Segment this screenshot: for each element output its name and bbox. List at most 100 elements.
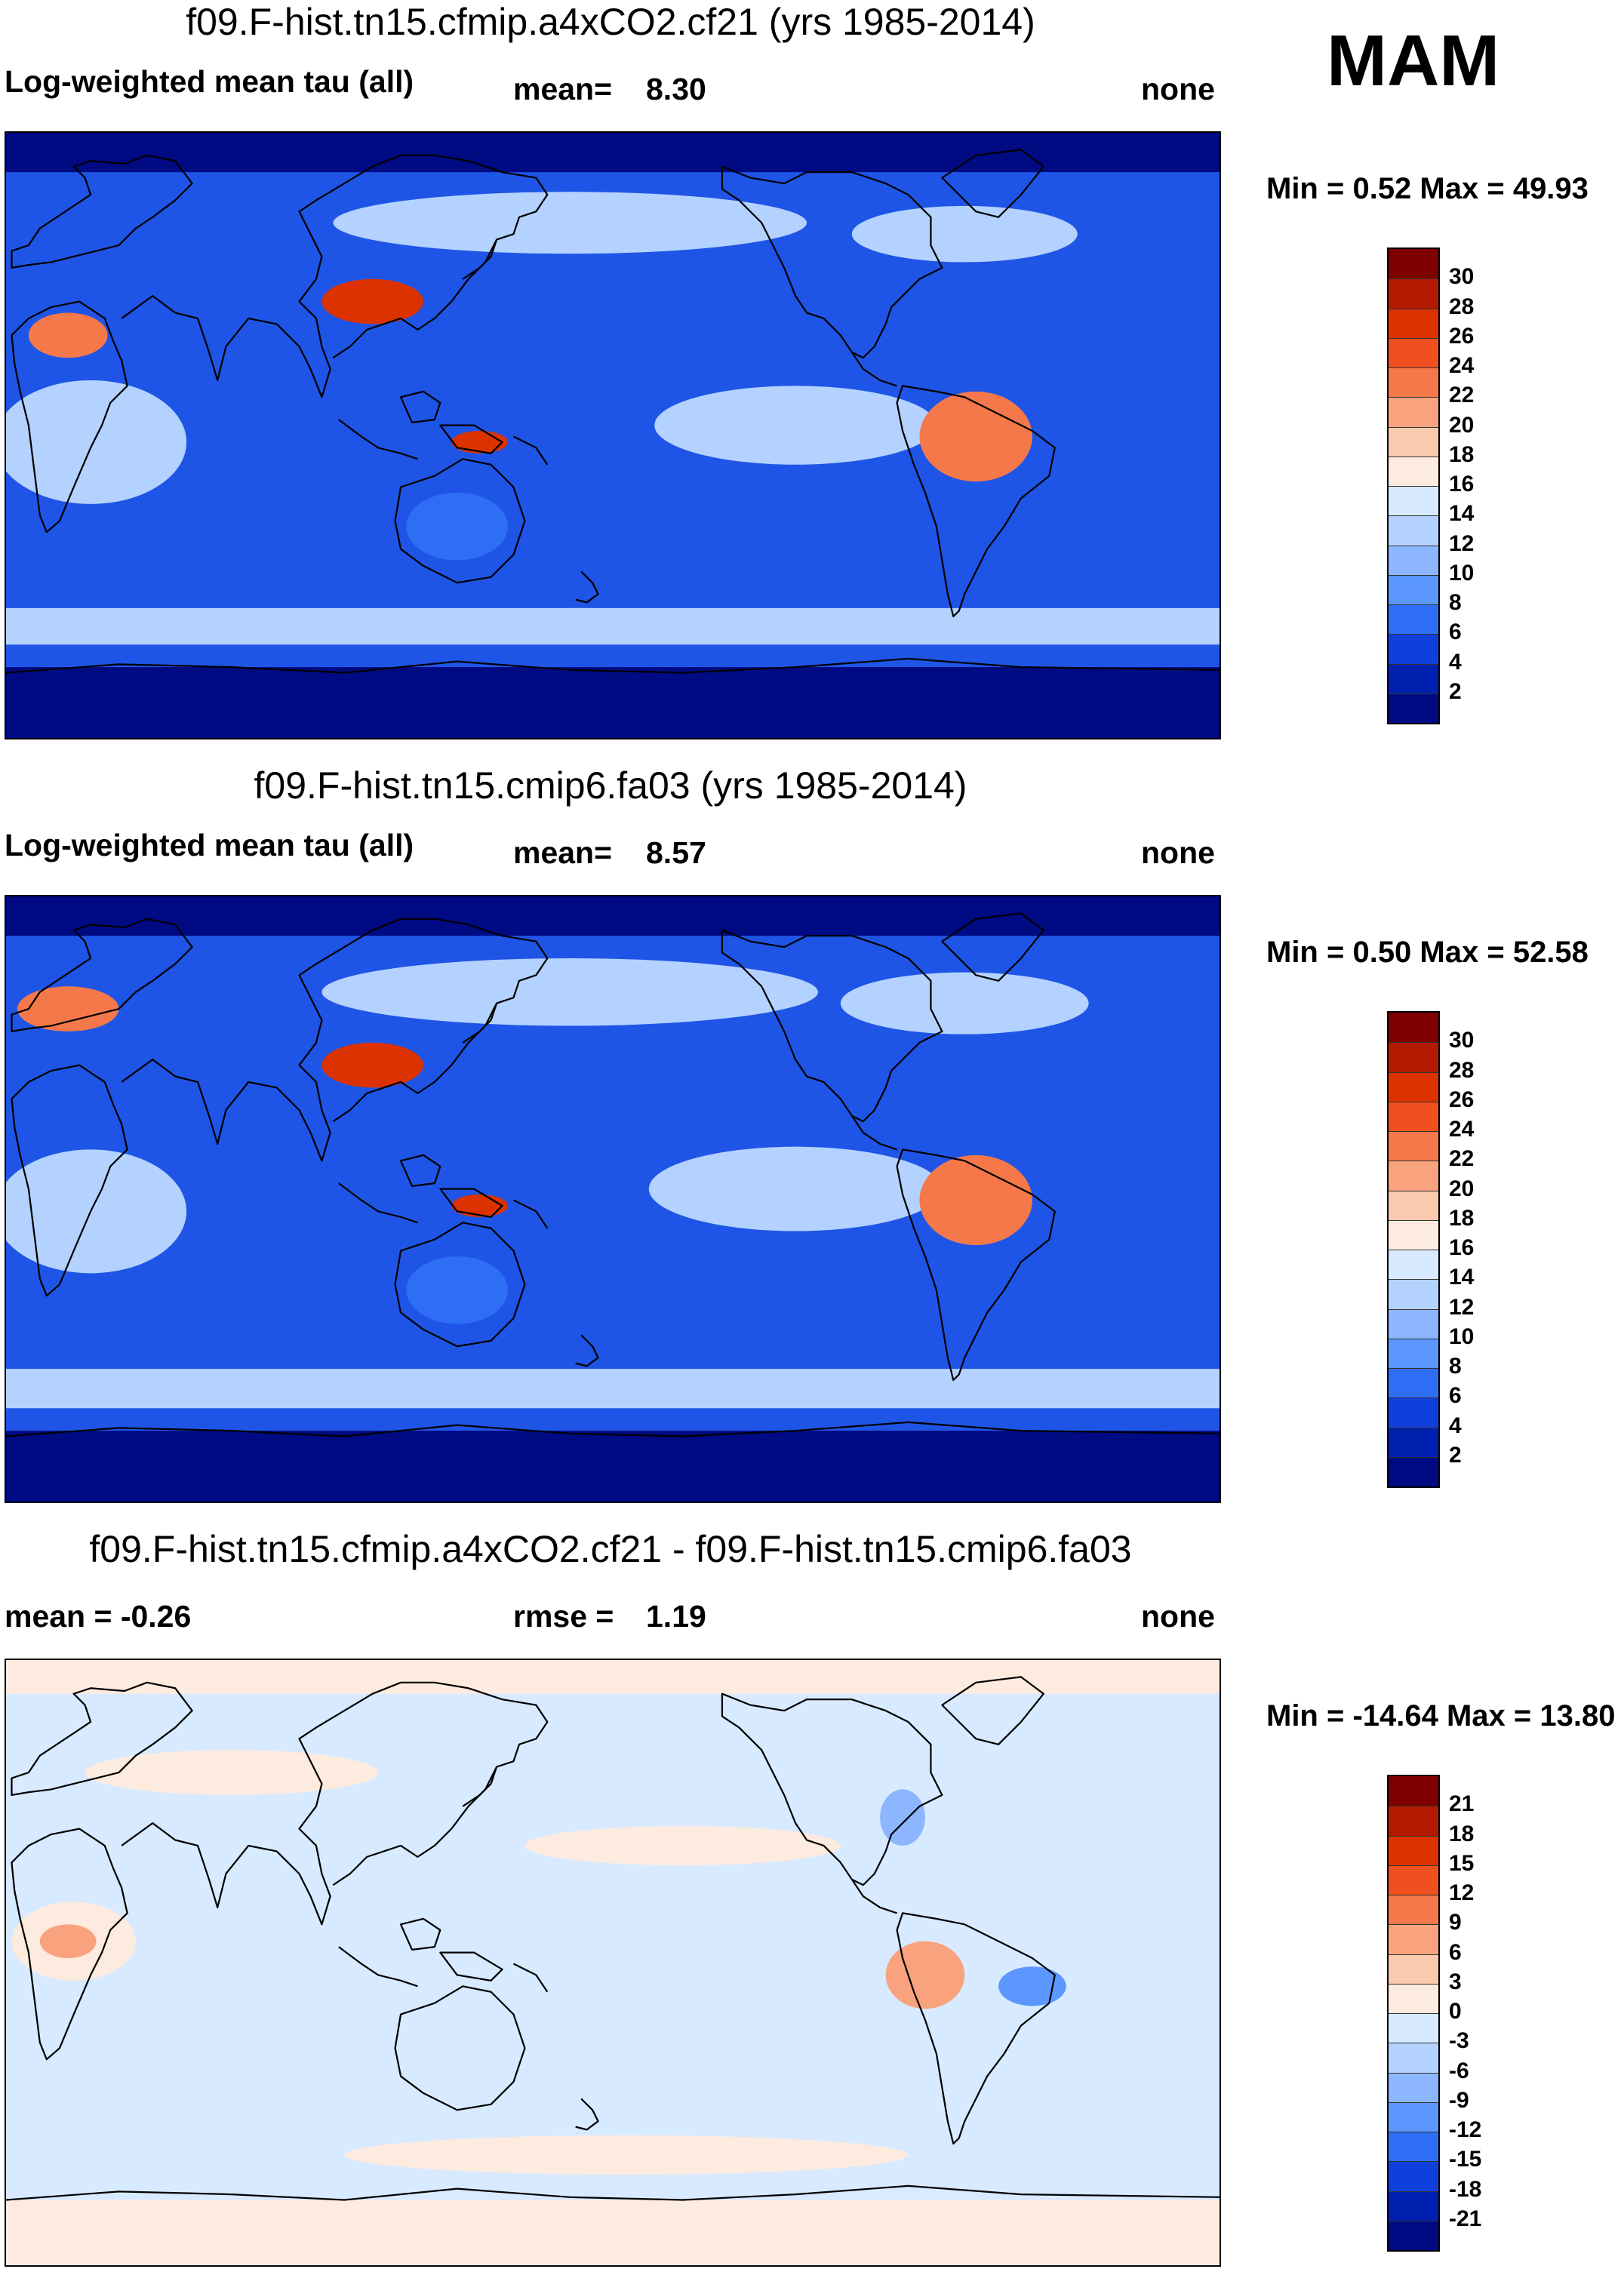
colorbar-swatch bbox=[1389, 1865, 1438, 1895]
colorbar-swatch bbox=[1389, 1308, 1438, 1339]
antarctic-difference-band bbox=[6, 2200, 1220, 2265]
colorbar-swatch bbox=[1389, 663, 1438, 693]
season-label: MAM bbox=[1327, 20, 1500, 101]
colorbar-tick-label: -21 bbox=[1449, 2206, 1482, 2231]
colorbar-swatch bbox=[1389, 337, 1438, 367]
colorbar-tick-label: 24 bbox=[1449, 353, 1475, 378]
panel-1-contour-field bbox=[6, 133, 1220, 738]
colorbar-swatch bbox=[1389, 1279, 1438, 1309]
panel-1-minmax: Min = 0.52 Max = 49.93 bbox=[1266, 172, 1589, 205]
south-america-warm bbox=[919, 1154, 1032, 1246]
colorbar-tick-label: 24 bbox=[1449, 1117, 1475, 1142]
southern-ocean-storm-track bbox=[6, 607, 1220, 645]
panel-1-title: f09.F-hist.tn15.cfmip.a4xCO2.cf21 (yrs 1… bbox=[186, 1, 1035, 43]
colorbar-swatch bbox=[1389, 367, 1438, 398]
colorbar-tick-label: 12 bbox=[1449, 1294, 1475, 1320]
colorbar-swatch bbox=[1389, 249, 1438, 279]
colorbar-tick-label: 4 bbox=[1449, 1413, 1462, 1438]
north-pacific-storm-track bbox=[321, 958, 818, 1026]
colorbar-tick-label: 26 bbox=[1449, 323, 1475, 349]
southern-ocean-storm-track bbox=[6, 1369, 1220, 1409]
colorbar-tick-label: 16 bbox=[1449, 472, 1475, 497]
panel-2-minmax: Min = 0.50 Max = 52.58 bbox=[1266, 936, 1589, 969]
europe-warm-spot bbox=[17, 986, 119, 1031]
colorbar-tick-label: 28 bbox=[1449, 294, 1475, 319]
colorbar-swatch bbox=[1389, 1983, 1438, 2013]
colorbar-tick-label: 10 bbox=[1449, 560, 1475, 586]
north-atlantic-storm-track bbox=[851, 205, 1078, 263]
china-max bbox=[321, 278, 423, 324]
colorbar-swatch bbox=[1389, 1806, 1438, 1836]
colorbar-tick-label: 12 bbox=[1449, 1880, 1475, 1905]
colorbar-swatch bbox=[1389, 456, 1438, 486]
panel-2-mean-label: mean= bbox=[513, 835, 613, 870]
colorbar-tick-label: 6 bbox=[1449, 619, 1462, 645]
colorbar-swatch bbox=[1389, 1368, 1438, 1398]
colorbar-swatch bbox=[1389, 2220, 1438, 2250]
colorbar-swatch bbox=[1389, 2132, 1438, 2162]
colorbar-swatch bbox=[1389, 1776, 1438, 1806]
colorbar-swatch bbox=[1389, 1835, 1438, 1865]
southern-positive-band bbox=[344, 2135, 909, 2175]
africa-positive-max bbox=[39, 1924, 97, 1959]
panel-1-mean-label: mean= bbox=[513, 72, 613, 106]
colorbar-swatch bbox=[1389, 2072, 1438, 2102]
colorbar-tick-label: 22 bbox=[1449, 1146, 1475, 1172]
colorbar-swatch bbox=[1389, 604, 1438, 635]
panel-2-colorbar bbox=[1387, 1011, 1440, 1488]
colorbar-tick-label: 8 bbox=[1449, 590, 1462, 615]
colorbar-tick-label: -6 bbox=[1449, 2058, 1469, 2083]
east-pacific-stratocumulus bbox=[648, 1146, 943, 1231]
panel-3-map bbox=[5, 1659, 1221, 2267]
panel-2-variable-label: Log-weighted mean tau (all) bbox=[5, 828, 414, 862]
colorbar-swatch bbox=[1389, 1397, 1438, 1428]
australia-field bbox=[406, 1256, 509, 1324]
arctic-band bbox=[6, 896, 1220, 936]
colorbar-tick-label: 6 bbox=[1449, 1939, 1462, 1965]
colorbar-swatch bbox=[1389, 2101, 1438, 2132]
colorbar-tick-label: -3 bbox=[1449, 2028, 1469, 2054]
panel-3-colorbar bbox=[1387, 1775, 1440, 2252]
colorbar-swatch bbox=[1389, 1161, 1438, 1191]
panel-2-mean-value: 8.57 bbox=[646, 835, 706, 870]
panel-3-rmse-label: rmse = bbox=[513, 1599, 614, 1634]
colorbar-swatch bbox=[1389, 1131, 1438, 1161]
antarctic-band bbox=[6, 667, 1220, 738]
colorbar-swatch bbox=[1389, 1895, 1438, 1925]
colorbar-swatch bbox=[1389, 2043, 1438, 2073]
colorbar-swatch bbox=[1389, 1250, 1438, 1280]
colorbar-swatch bbox=[1389, 1924, 1438, 1954]
colorbar-swatch bbox=[1389, 278, 1438, 309]
colorbar-swatch bbox=[1389, 1071, 1438, 1102]
colorbar-tick-label: -18 bbox=[1449, 2176, 1482, 2202]
east-pacific-stratocumulus bbox=[654, 386, 937, 465]
colorbar-swatch bbox=[1389, 1013, 1438, 1043]
colorbar-swatch bbox=[1389, 397, 1438, 427]
africa-cloud bbox=[6, 1149, 187, 1274]
colorbar-swatch bbox=[1389, 1954, 1438, 1984]
panel-3-title: f09.F-hist.tn15.cfmip.a4xCO2.cf21 - f09.… bbox=[89, 1528, 1132, 1570]
colorbar-tick-label: 8 bbox=[1449, 1354, 1462, 1379]
north-pacific-storm-track bbox=[333, 192, 807, 254]
africa-warm-spot bbox=[28, 312, 108, 358]
colorbar-swatch bbox=[1389, 1219, 1438, 1250]
colorbar-tick-label: 22 bbox=[1449, 383, 1475, 408]
colorbar-tick-label: 14 bbox=[1449, 1265, 1475, 1290]
australia-field bbox=[406, 493, 509, 561]
colorbar-tick-label: 21 bbox=[1449, 1791, 1475, 1817]
panel-2-map bbox=[5, 895, 1221, 1503]
amazon-negative bbox=[998, 1966, 1066, 2006]
north-america-negative bbox=[880, 1789, 925, 1846]
colorbar-swatch bbox=[1389, 2191, 1438, 2221]
colorbar-tick-label: 26 bbox=[1449, 1087, 1475, 1112]
colorbar-tick-label: 18 bbox=[1449, 441, 1475, 467]
colorbar-tick-label: -12 bbox=[1449, 2117, 1482, 2142]
colorbar-swatch bbox=[1389, 1190, 1438, 1220]
colorbar-tick-label: 30 bbox=[1449, 1028, 1475, 1053]
panel-1-units-label: none bbox=[1141, 72, 1215, 106]
new-guinea-max bbox=[451, 431, 509, 453]
antarctic-band bbox=[6, 1431, 1220, 1502]
colorbar-tick-label: 18 bbox=[1449, 1205, 1475, 1231]
south-america-warm bbox=[919, 391, 1032, 482]
eurasia-positive-patch bbox=[85, 1750, 379, 1795]
